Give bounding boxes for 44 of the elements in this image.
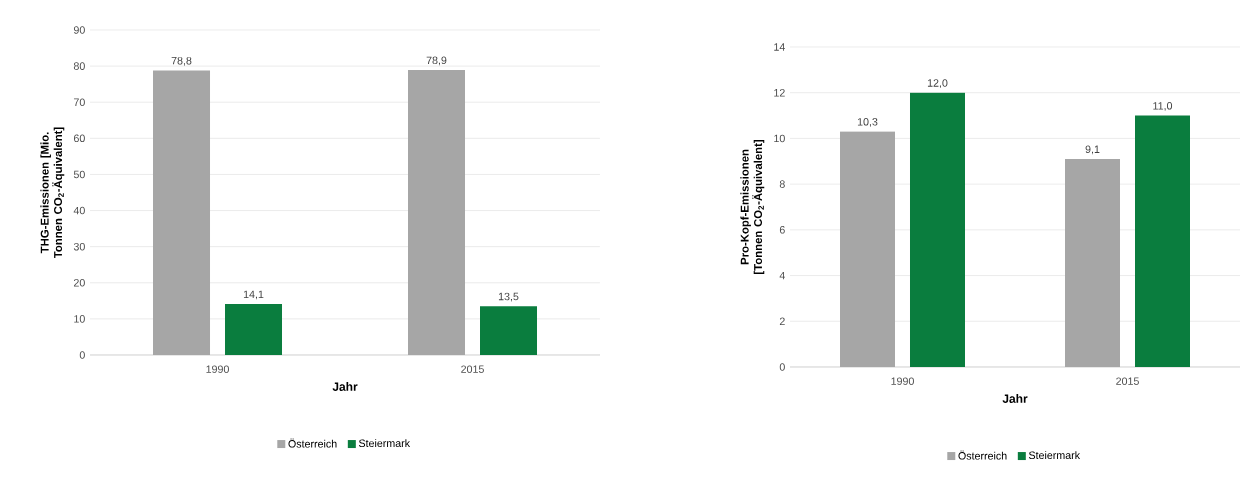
bar bbox=[1135, 115, 1190, 367]
data-label: 11,0 bbox=[1153, 102, 1173, 111]
data-label: 9,1 bbox=[1085, 145, 1100, 155]
x-tick-label: 1990 bbox=[891, 377, 914, 385]
bar bbox=[480, 306, 538, 355]
bar bbox=[153, 70, 211, 355]
y-tick-label: 10 bbox=[74, 315, 85, 323]
x-tick-label: 2015 bbox=[461, 365, 484, 373]
data-label: 78,9 bbox=[426, 56, 447, 66]
data-label: 10,3 bbox=[857, 118, 878, 127]
y-tick-label: 14 bbox=[774, 43, 785, 51]
y-tick-label: 12 bbox=[774, 88, 785, 97]
y-tick-label: 60 bbox=[73, 134, 85, 143]
data-label: 13,5 bbox=[498, 292, 519, 302]
legend-label: Österreich bbox=[958, 450, 1007, 460]
y-tick-label: 0 bbox=[779, 363, 785, 371]
y-tick-label: 2 bbox=[779, 317, 785, 325]
bar bbox=[910, 92, 965, 367]
legend-label: Steiermark bbox=[358, 439, 411, 448]
y-tick-label: 40 bbox=[73, 206, 85, 215]
y-tick-label: 90 bbox=[73, 26, 85, 34]
y-tick-label: 8 bbox=[779, 180, 785, 188]
x-tick-label: 1990 bbox=[206, 365, 229, 373]
data-label: 14,1 bbox=[243, 290, 264, 300]
y-tick-label: 80 bbox=[73, 62, 85, 70]
y-tick-label: 70 bbox=[73, 98, 85, 106]
x-axis-title: Jahr bbox=[332, 382, 358, 391]
y-tick-label: 30 bbox=[73, 242, 85, 251]
x-axis-title: Jahr bbox=[1002, 394, 1028, 403]
bar bbox=[1065, 158, 1120, 367]
x-tick-label: 2015 bbox=[1116, 377, 1139, 385]
bar bbox=[408, 70, 465, 355]
data-label: 78,8 bbox=[171, 56, 192, 66]
bar bbox=[225, 304, 283, 355]
legend-label: Steiermark bbox=[1028, 451, 1081, 460]
y-tick-label: 6 bbox=[779, 226, 785, 234]
data-label: 12,0 bbox=[927, 79, 948, 88]
y-tick-label: 0 bbox=[79, 351, 85, 359]
y-tick-label: 50 bbox=[73, 170, 85, 179]
y-tick-label: 4 bbox=[779, 271, 785, 280]
legend-label: Österreich bbox=[288, 438, 337, 448]
y-tick-label: 10 bbox=[774, 134, 785, 143]
bar bbox=[840, 131, 895, 367]
y-tick-label: 20 bbox=[73, 279, 85, 287]
